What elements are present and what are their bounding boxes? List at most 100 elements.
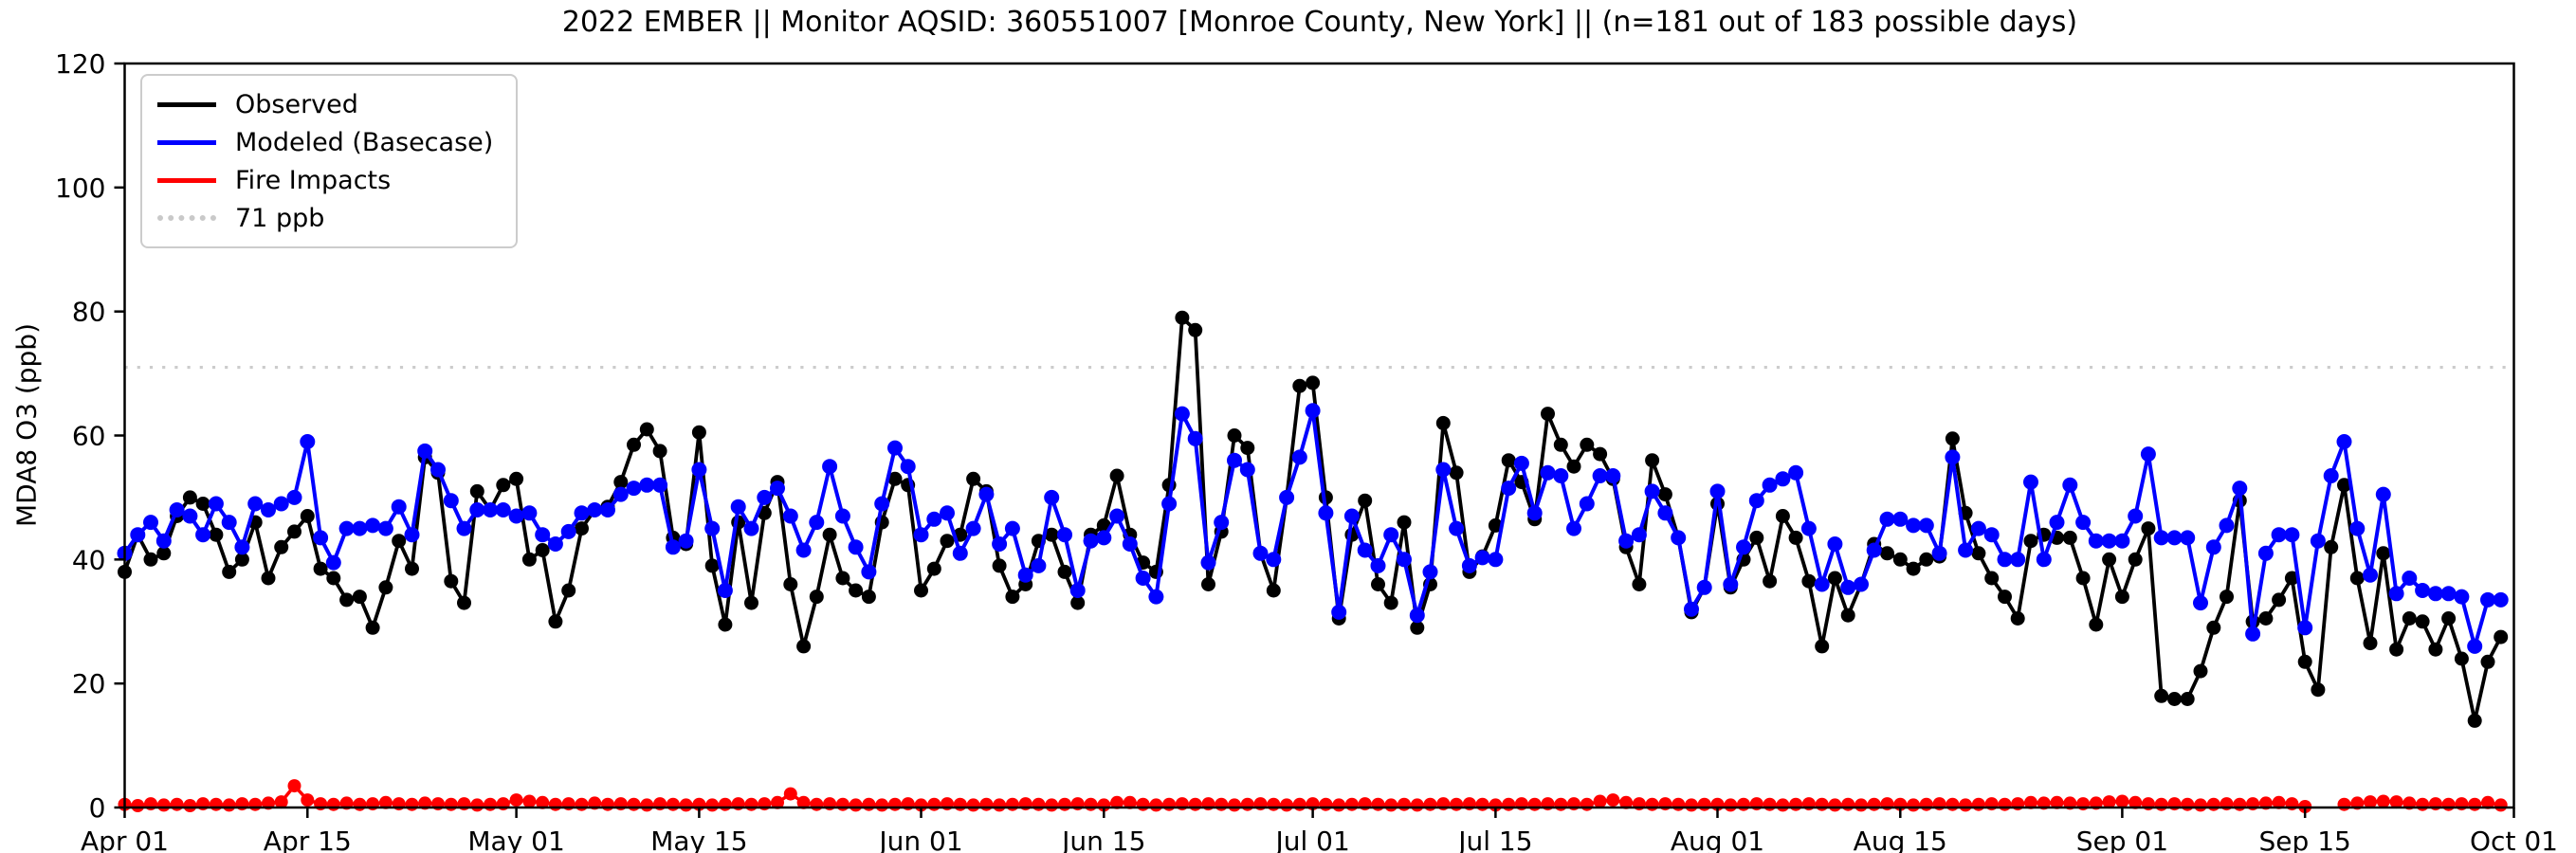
data-point xyxy=(835,571,850,586)
data-point xyxy=(1305,403,1321,419)
data-point xyxy=(1239,462,1255,478)
data-point xyxy=(222,798,236,812)
data-point xyxy=(1892,511,1909,527)
y-tick-label: 40 xyxy=(72,544,106,575)
data-point xyxy=(810,797,824,811)
data-point xyxy=(1684,601,1699,617)
x-tick-label: Jun 01 xyxy=(877,826,962,853)
data-point xyxy=(1344,797,1359,811)
data-point xyxy=(1815,797,1829,811)
data-point xyxy=(313,561,328,576)
data-point xyxy=(848,539,864,555)
data-point xyxy=(927,797,941,811)
data-point xyxy=(926,561,941,576)
data-point xyxy=(993,798,1007,812)
data-point xyxy=(849,798,863,812)
data-point xyxy=(2128,795,2143,809)
data-point xyxy=(1854,576,1869,592)
data-point xyxy=(744,595,758,610)
data-point xyxy=(652,477,668,493)
data-point xyxy=(1227,452,1242,468)
data-point xyxy=(1907,798,1921,812)
data-point xyxy=(1252,545,1269,561)
data-point xyxy=(1513,455,1529,471)
data-point xyxy=(652,444,667,459)
data-point xyxy=(483,502,499,517)
data-point xyxy=(952,545,968,561)
data-point xyxy=(2153,530,2169,546)
data-point xyxy=(1631,527,1647,543)
data-point xyxy=(2441,611,2457,626)
data-point xyxy=(1801,573,1817,589)
data-point xyxy=(678,533,694,549)
data-point xyxy=(1998,590,2012,605)
data-point xyxy=(887,471,903,486)
data-point xyxy=(796,639,812,654)
data-point xyxy=(666,797,680,811)
data-point xyxy=(248,797,263,811)
data-point xyxy=(2480,591,2495,608)
data-point xyxy=(1763,797,1777,811)
data-point xyxy=(965,520,981,536)
data-point xyxy=(2193,595,2208,611)
data-point xyxy=(718,617,733,632)
data-point xyxy=(1827,536,1843,552)
data-point xyxy=(1814,576,1830,592)
data-point xyxy=(548,797,562,811)
data-point xyxy=(1645,797,1659,811)
data-point xyxy=(900,459,916,475)
data-point xyxy=(1672,797,1686,811)
data-point xyxy=(261,502,276,517)
data-point xyxy=(1906,561,1921,576)
data-point xyxy=(1044,489,1060,505)
data-point xyxy=(1748,493,1764,509)
data-point xyxy=(1174,406,1190,422)
data-point xyxy=(2194,798,2207,812)
data-point xyxy=(339,592,355,608)
data-point xyxy=(613,475,629,490)
data-point xyxy=(1800,520,1817,536)
data-point xyxy=(926,511,942,527)
data-point xyxy=(822,527,837,542)
data-point xyxy=(1971,797,1985,811)
data-point xyxy=(1501,453,1516,468)
data-point xyxy=(261,571,276,586)
data-point xyxy=(2010,611,2025,626)
data-point xyxy=(2467,713,2482,728)
observed-line-swatch xyxy=(157,101,216,107)
data-point xyxy=(601,797,614,811)
data-point xyxy=(1737,797,1750,811)
data-point xyxy=(1267,797,1281,811)
data-point xyxy=(2232,481,2248,497)
data-point xyxy=(2075,515,2092,531)
data-point xyxy=(2323,468,2339,483)
data-point xyxy=(1840,579,1856,595)
data-point xyxy=(2257,545,2274,561)
x-tick-label: May 01 xyxy=(467,826,564,853)
data-point xyxy=(1461,557,1477,573)
data-point xyxy=(170,797,184,811)
x-tick-label: May 15 xyxy=(650,826,747,853)
data-point xyxy=(1827,571,1842,586)
data-point xyxy=(2166,530,2183,546)
x-tick-label: Apr 15 xyxy=(264,826,352,853)
data-point xyxy=(1280,798,1294,812)
data-point xyxy=(2024,795,2037,809)
data-point xyxy=(2140,446,2156,463)
data-point xyxy=(1384,798,1398,812)
data-point xyxy=(1228,798,1241,812)
data-point xyxy=(1383,527,1399,543)
data-point xyxy=(1566,520,1581,536)
data-point xyxy=(522,794,537,808)
data-point xyxy=(887,440,903,456)
data-point xyxy=(405,561,419,576)
data-point xyxy=(2284,571,2299,586)
observed-series xyxy=(118,310,2509,728)
data-point xyxy=(953,797,967,811)
data-point xyxy=(1645,453,1660,468)
data-point xyxy=(2115,794,2129,808)
data-point xyxy=(1004,520,1020,536)
data-point xyxy=(862,797,876,811)
data-point xyxy=(1657,505,1673,521)
data-point xyxy=(1632,577,1647,591)
